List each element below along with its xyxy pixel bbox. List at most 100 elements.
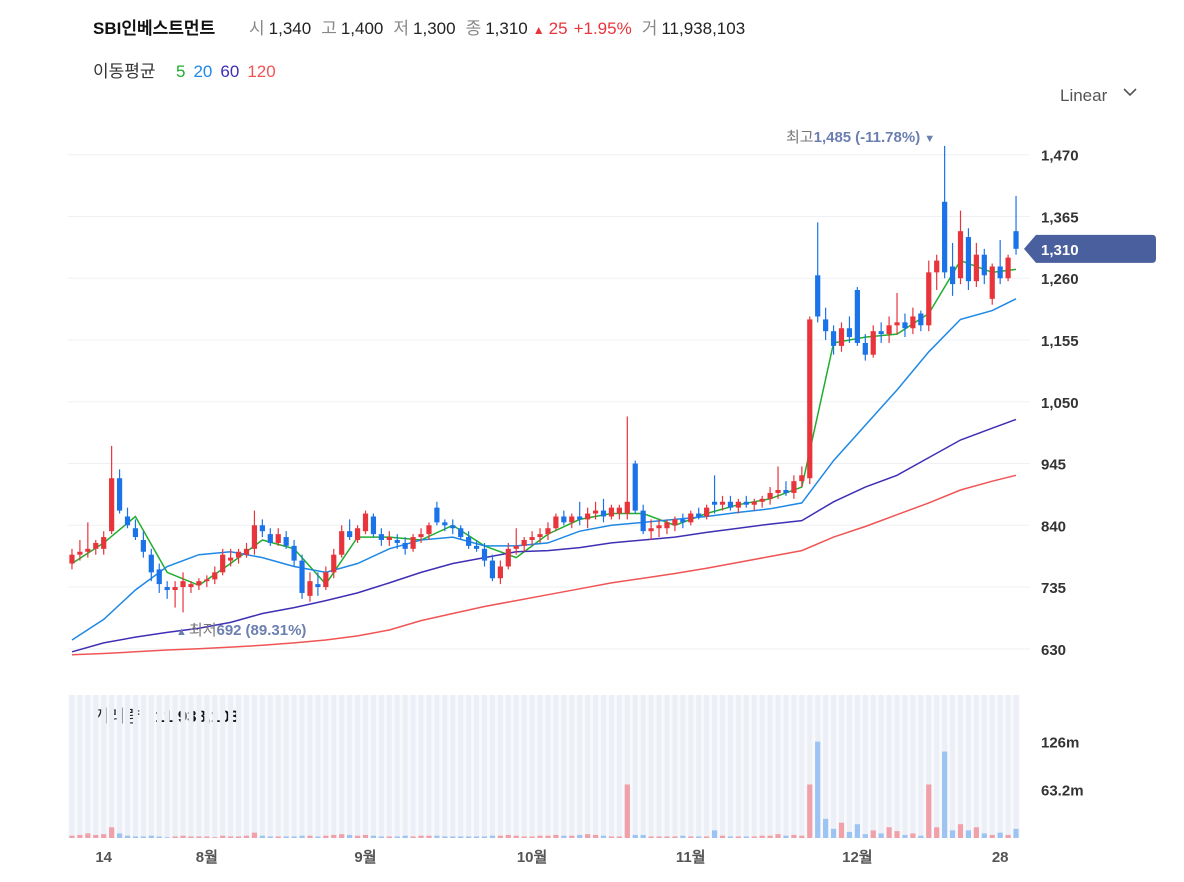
volume-bar [719,835,726,838]
candle-body [997,266,1003,279]
volume-stripe [918,695,924,838]
volume-bar [196,836,202,838]
volume-bar [156,836,162,838]
candle-body [188,584,194,588]
volume-stripe [934,695,940,838]
volume-bar [545,835,551,838]
volume-bar [259,835,265,838]
volume-stripe [537,695,543,838]
candle-body [775,490,781,493]
x-tick-label: 8월 [196,849,218,866]
volume-stripe [775,695,781,838]
volume-bar [347,834,353,838]
ma-legend-item: 20 [193,62,212,81]
candle-body [116,478,123,511]
volume-tick-label: 63.2m [1041,783,1084,800]
volume-stripe [513,695,519,838]
volume-bar [339,834,345,838]
volume-bar [696,836,702,838]
volume-bar [466,836,472,838]
candle-body [140,540,146,552]
volume-bar [870,830,876,838]
volume-stripe [878,695,884,838]
y-tick-label: 735 [1041,580,1066,597]
volume-stripe [85,695,91,838]
volume-bar [624,784,630,838]
volume-stripe [474,695,480,838]
volume-stripe [148,695,154,838]
candle-body [505,548,511,567]
low-annotation: ▲ 최저692 (89.31%) [176,622,306,639]
candle-body [77,551,83,555]
scale-label[interactable]: Linear [1060,86,1108,105]
volume-bar [370,835,377,838]
volume-bar [1013,828,1019,838]
field-label: 고 [321,19,337,38]
volume-bar [291,836,297,838]
candle-body [545,528,551,535]
volume-stripe [259,695,265,838]
volume-bar [69,835,75,838]
volume-stripe [997,695,1003,838]
volume-bar [77,834,83,838]
volume-bar [410,836,416,838]
candle-body [648,528,654,532]
volume-tick-label: 126m [1041,735,1079,752]
volume-stripe [664,695,670,838]
candle-body [696,513,702,517]
volume-bar [608,836,615,838]
volume-stripe [720,695,725,838]
volume-stripe [624,695,630,838]
volume-bar [109,827,115,838]
volume-stripe [109,695,115,838]
volume-stripe [521,695,527,838]
volume-stripe [101,695,107,838]
candle-body [156,569,162,585]
volume-stripe [656,695,662,838]
candle-body [315,584,321,588]
candle-body [973,254,979,282]
volume-bar [180,835,186,838]
volume-stripe [402,695,408,838]
volume-bar [989,834,995,838]
volume-bar [497,835,503,838]
volume-bar [640,834,646,838]
volume-stripe [220,695,226,838]
volume-stripe [839,695,844,838]
volume-bar [823,818,829,838]
candle-body [981,254,987,276]
candle-body [331,554,337,573]
volume-stripe [363,695,368,838]
volume-stripe [791,695,797,838]
volume-bar [450,836,456,838]
volume-panel [68,695,1020,838]
chevron[interactable] [1123,88,1137,97]
volume-stripe [632,695,638,838]
volume-bar [600,835,607,838]
x-tick-label: 12월 [842,849,873,866]
ma-legend-item: 60 [220,62,239,81]
high-arrow: ▼ [924,133,935,145]
candle-body [942,201,948,273]
candle-body [751,501,757,505]
volume-bar [981,833,987,838]
candle-body [569,516,575,523]
candle-body [339,531,345,555]
volume-stripe [505,695,511,838]
candle-body [632,463,638,511]
volume-bar [727,836,734,838]
volume-bar [973,827,979,838]
volume-bar [378,836,384,838]
candle-body [537,534,543,538]
last-price-label: 1,310 [1041,242,1079,259]
volume-bar [307,835,313,838]
low-pct: (89.31%) [246,622,307,639]
low-arrow: ▲ [176,626,187,638]
volume-bar [815,741,821,838]
scale-menu[interactable]: Linear [1060,86,1137,105]
volume-stripe [767,695,773,838]
volume-stripe [926,695,932,838]
candle-body [434,507,440,523]
volume-bar [537,835,543,838]
volume-bar [656,836,662,838]
